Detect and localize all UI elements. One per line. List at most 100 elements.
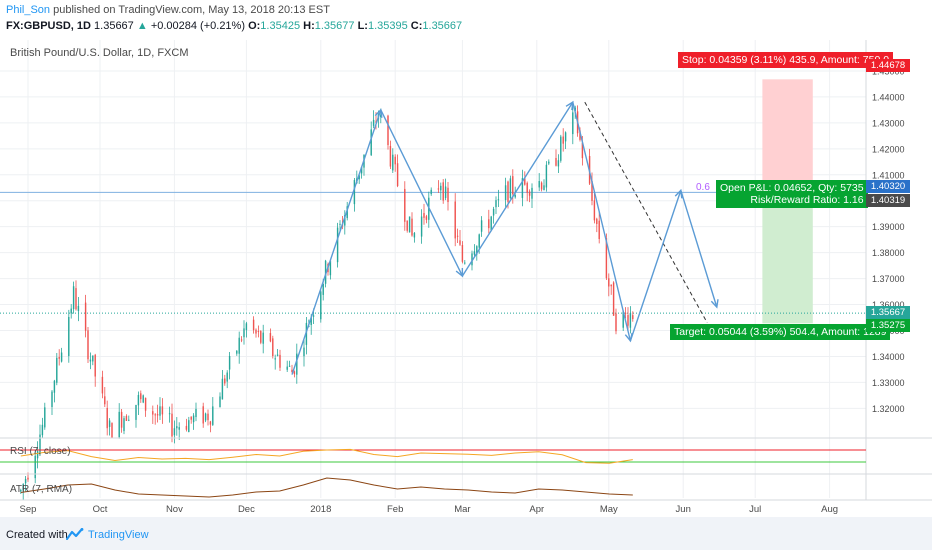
candle-body [545,164,548,188]
candle-body [39,434,41,454]
x-tick-label: Dec [238,504,255,515]
candle-body [387,115,389,146]
candle-body [286,366,288,370]
candle-body [531,187,533,199]
change-arrow-icon: ▲ [136,20,148,32]
candle-body [360,167,363,174]
candle-body [120,411,123,428]
symbol-label[interactable]: FX:GBPUSD, 1D [6,20,91,32]
candle-body [176,426,178,429]
candle-body [598,220,600,240]
price-chart[interactable]: 1.450001.440001.430001.420001.410001.400… [0,37,932,517]
open-value: 1.35425 [260,20,301,32]
series-title: British Pound/U.S. Dollar, 1D, FXCM [10,47,189,59]
candle-body [608,278,610,287]
open-pnl-text: Open P&L: 0.04652, Qty: 5735 [720,182,864,194]
pnl-label: Open P&L: 0.04652, Qty: 5735 Risk/Reward… [716,180,868,208]
candle-body [51,391,53,408]
price-tag-stop: 1.44678 [866,59,910,72]
rsi-label[interactable]: RSI (7, close) [10,446,71,457]
candle-body [538,180,540,188]
candle-body [442,182,444,201]
candle-body [168,413,171,415]
candle-body [245,323,248,331]
candle-body [320,291,322,320]
y-tick-label: 1.44000 [872,92,905,102]
rsi-line [20,448,633,464]
x-tick-label: Aug [821,504,838,515]
candle-body [408,216,411,233]
candle-body [605,238,608,279]
y-tick-label: 1.37000 [872,274,905,284]
candle-body [68,316,70,357]
y-tick-label: 1.42000 [872,144,905,154]
candle-body [70,308,72,314]
candle-body [296,353,298,375]
candle-body [440,185,442,191]
candle-body [456,235,459,237]
candle-body [572,112,574,135]
candle-body [404,188,406,222]
candle-body [274,358,276,360]
candle-body [75,288,77,310]
candle-body [171,413,173,437]
x-tick-label: May [600,504,618,515]
tradingview-logo-icon[interactable] [66,528,84,540]
pattern-arrowhead [565,100,574,111]
candle-body [92,355,94,362]
candle-body [555,157,557,166]
candle-body [111,423,113,438]
candle-body [152,411,154,415]
candle-body [44,407,46,428]
atr-line [20,477,633,498]
candle-body [293,371,296,375]
candle-body [596,218,598,225]
target-zone [762,192,813,324]
candle-body [375,121,377,123]
candle-body [219,396,221,408]
candle-body [173,428,176,436]
created-with-text: Created with [6,529,68,541]
candle-body [492,208,495,216]
candle-body [564,132,567,142]
candle-body [396,163,399,187]
atr-label[interactable]: ATR (7, RMA) [10,484,73,495]
candle-body [101,376,104,394]
candle-body [615,313,617,332]
candle-body [509,178,512,199]
candle-body [36,451,39,459]
candle-body [226,372,228,382]
high-value: 1.35677 [314,20,355,32]
candle-body [279,354,281,368]
candle-body [444,186,447,198]
pattern-arrowhead [624,332,633,343]
candle-body [413,232,416,238]
candle-body [557,160,560,167]
candle-body [344,215,346,226]
tradingview-brand-link[interactable]: TradingView [88,529,149,541]
y-tick-label: 1.33000 [872,378,905,388]
candle-body [94,354,96,377]
candle-body [488,219,490,229]
candle-body [310,317,312,325]
candle-body [540,182,543,190]
y-tick-label: 1.39000 [872,222,905,232]
candle-body [495,200,497,208]
author-link[interactable]: Phil_Son [6,4,51,16]
low-value: 1.35395 [367,20,408,32]
candle-body [221,378,224,400]
candle-body [610,284,612,287]
candle-body [269,333,272,342]
candle-body [106,407,108,429]
candle-body [207,413,209,421]
candle-body [276,354,279,356]
candle-body [380,114,382,118]
candle-body [104,396,106,405]
candle-body [252,319,255,331]
candle-body [77,305,80,312]
candle-body [224,378,226,384]
pattern-arrowhead [674,188,683,199]
candle-body [478,234,480,248]
y-tick-label: 1.38000 [872,248,905,258]
candle-body [118,411,120,438]
